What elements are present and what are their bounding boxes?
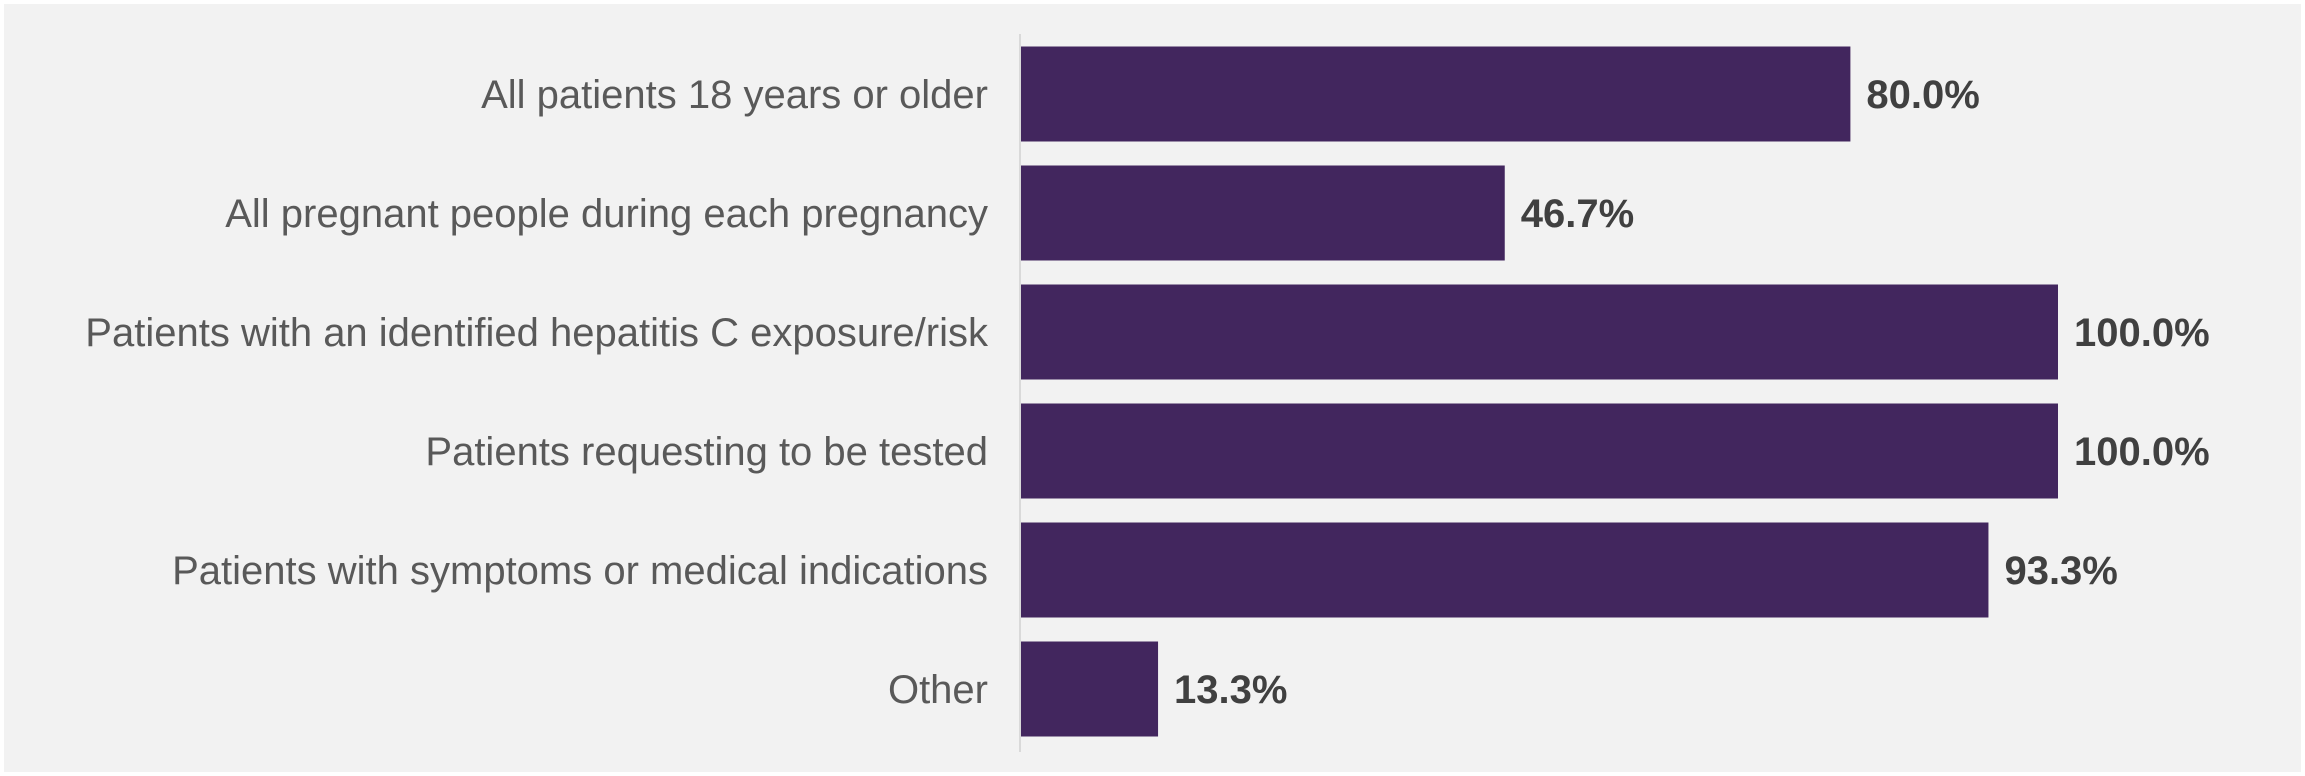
bar [1020,284,2058,380]
category-label: Patients with an identified hepatitis C … [85,311,989,355]
category-label: Patients requesting to be tested [425,430,988,474]
bar [1020,403,2058,499]
bar [1020,165,1505,261]
bar-chart: All patients 18 years or older 80.0% All p… [85,34,2210,752]
labels-layer: All patients 18 years or older 80.0% All p… [85,73,2209,712]
chart-area: All patients 18 years or older 80.0% All p… [4,4,2301,772]
data-label: 93.3% [2004,549,2117,593]
category-label: Other [888,668,988,712]
data-label: 100.0% [2074,311,2210,355]
category-label: All pregnant people during each pregnanc… [225,192,988,236]
data-label: 100.0% [2074,430,2210,474]
bars-layer [1020,46,2058,737]
bar [1020,522,1989,618]
bar [1020,641,1159,737]
data-label: 80.0% [1866,73,1979,117]
data-label: 46.7% [1521,192,1634,236]
category-label: Patients with symptoms or medical indica… [172,549,988,593]
category-label: All patients 18 years or older [481,73,988,117]
bar [1020,46,1851,142]
data-label: 13.3% [1174,668,1287,712]
